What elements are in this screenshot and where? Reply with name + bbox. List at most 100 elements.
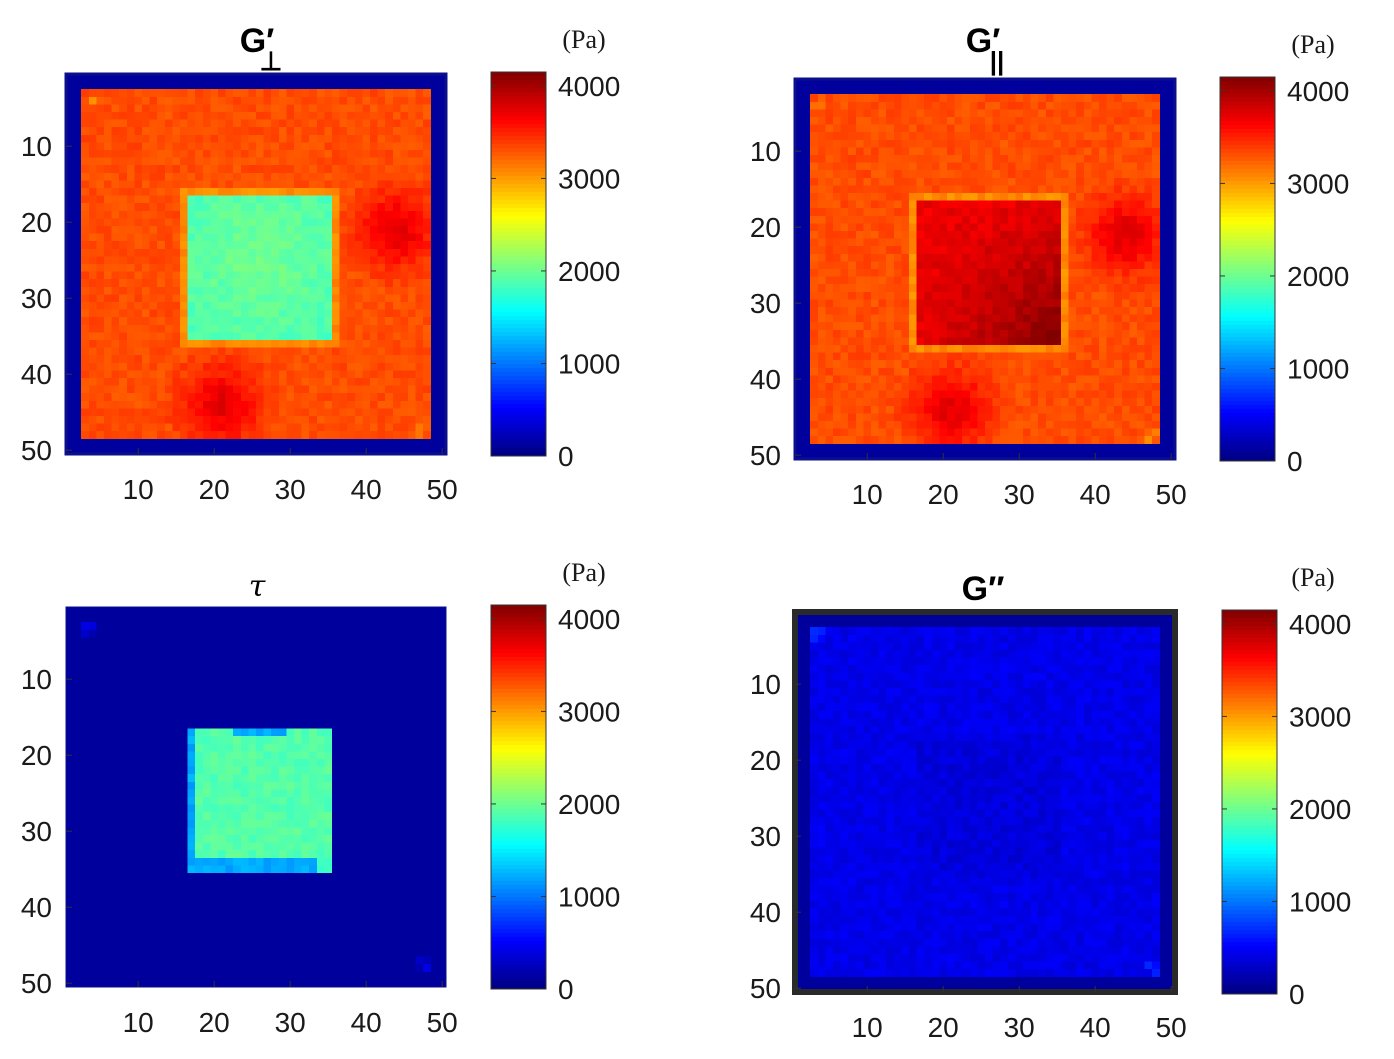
- heatmap-cell: [909, 109, 918, 118]
- heatmap-cell: [901, 223, 910, 232]
- heatmap-cell: [1045, 177, 1054, 186]
- heatmap-cell: [1000, 208, 1009, 217]
- heatmap-cell: [1114, 352, 1123, 361]
- heatmap-cell: [104, 416, 113, 425]
- heatmap-cell: [256, 317, 265, 326]
- heatmap-cell: [377, 385, 386, 394]
- heatmap-cell: [1083, 276, 1092, 285]
- heatmap-cell: [111, 256, 120, 265]
- heatmap-cell: [1015, 405, 1024, 414]
- heatmap-cell: [66, 438, 75, 447]
- heatmap-cell: [370, 226, 379, 235]
- heatmap-cell: [1159, 246, 1168, 255]
- heatmap-cell: [840, 117, 849, 126]
- heatmap-cell: [954, 215, 963, 224]
- heatmap-cell: [863, 413, 872, 422]
- heatmap-cell: [1099, 284, 1108, 293]
- heatmap-cell: [1045, 322, 1054, 331]
- heatmap-cell: [104, 294, 113, 303]
- heatmap-cell: [1083, 94, 1092, 103]
- heatmap-cell: [202, 271, 211, 280]
- heatmap-cell: [985, 124, 994, 133]
- heatmap-cell: [840, 375, 849, 384]
- heatmap-cell: [111, 332, 120, 341]
- heatmap-cell: [278, 271, 287, 280]
- heatmap-cell: [1045, 261, 1054, 270]
- heatmap-cell: [1023, 139, 1032, 148]
- heatmap-cell: [218, 180, 227, 189]
- heatmap-cell: [1167, 375, 1176, 384]
- heatmap-cell: [233, 362, 242, 371]
- heatmap-cell: [415, 378, 424, 387]
- heatmap-cell: [802, 231, 811, 240]
- heatmap-cell: [931, 329, 940, 338]
- heatmap-cell: [423, 112, 432, 121]
- heatmap-cell: [149, 416, 158, 425]
- heatmap-cell: [1152, 307, 1161, 316]
- heatmap-cell: [909, 193, 918, 202]
- heatmap-cell: [408, 431, 417, 440]
- heatmap-cell: [1167, 200, 1176, 209]
- heatmap-cell: [225, 264, 234, 273]
- heatmap-cell: [1068, 284, 1077, 293]
- heatmap-cell: [187, 241, 196, 250]
- heatmap-cell: [430, 393, 439, 402]
- heatmap-cell: [985, 413, 994, 422]
- heatmap-cell: [1121, 360, 1130, 369]
- heatmap-cell: [415, 393, 424, 402]
- heatmap-cell: [370, 431, 379, 440]
- heatmap-cell: [1144, 329, 1153, 338]
- heatmap-cell: [134, 74, 143, 83]
- heatmap-cell: [66, 423, 75, 432]
- heatmap-cell: [931, 398, 940, 407]
- heatmap-cell: [286, 385, 295, 394]
- heatmap-cell: [301, 438, 310, 447]
- heatmap-cell: [294, 408, 303, 417]
- heatmap-cell: [1076, 269, 1085, 278]
- heatmap-cell: [377, 134, 386, 143]
- heatmap-cell: [332, 233, 341, 242]
- heatmap-cell: [157, 355, 166, 364]
- heatmap-cell: [415, 347, 424, 356]
- heatmap-cell: [187, 180, 196, 189]
- heatmap-cell: [1030, 139, 1039, 148]
- heatmap-cell: [1023, 238, 1032, 247]
- heatmap-cell: [126, 309, 135, 318]
- heatmap-cell: [324, 438, 333, 447]
- heatmap-cell: [126, 332, 135, 341]
- heatmap-cell: [286, 370, 295, 379]
- heatmap-cell: [1053, 193, 1062, 202]
- heatmap-cell: [354, 157, 363, 166]
- heatmap-cell: [111, 400, 120, 409]
- heatmap-cell: [1030, 375, 1039, 384]
- heatmap-cell: [438, 172, 447, 181]
- heatmap-cell: [301, 74, 310, 83]
- heatmap-cell: [119, 256, 128, 265]
- heatmap-cell: [392, 142, 401, 151]
- heatmap-cell: [271, 248, 280, 257]
- heatmap-cell: [1167, 139, 1176, 148]
- heatmap-cell: [893, 345, 902, 354]
- heatmap-cell: [886, 276, 895, 285]
- heatmap-cell: [871, 155, 880, 164]
- heatmap-cell: [985, 231, 994, 240]
- heatmap-cell: [339, 180, 348, 189]
- heatmap-cell: [301, 355, 310, 364]
- heatmap-cell: [1114, 155, 1123, 164]
- heatmap-cell: [1068, 215, 1077, 224]
- heatmap-cell: [210, 165, 219, 174]
- heatmap-cell: [1015, 79, 1024, 88]
- heatmap-cell: [1045, 101, 1054, 110]
- heatmap-cell: [180, 81, 189, 90]
- heatmap-cell: [225, 317, 234, 326]
- heatmap-cell: [848, 231, 857, 240]
- heatmap-cell: [893, 208, 902, 217]
- heatmap-cell: [1129, 307, 1138, 316]
- heatmap-cell: [1068, 86, 1077, 95]
- heatmap-cell: [347, 416, 356, 425]
- heatmap-cell: [88, 302, 97, 311]
- heatmap-cell: [893, 155, 902, 164]
- heatmap-cell: [1007, 155, 1016, 164]
- heatmap-cell: [1083, 367, 1092, 376]
- heatmap-cell: [833, 314, 842, 323]
